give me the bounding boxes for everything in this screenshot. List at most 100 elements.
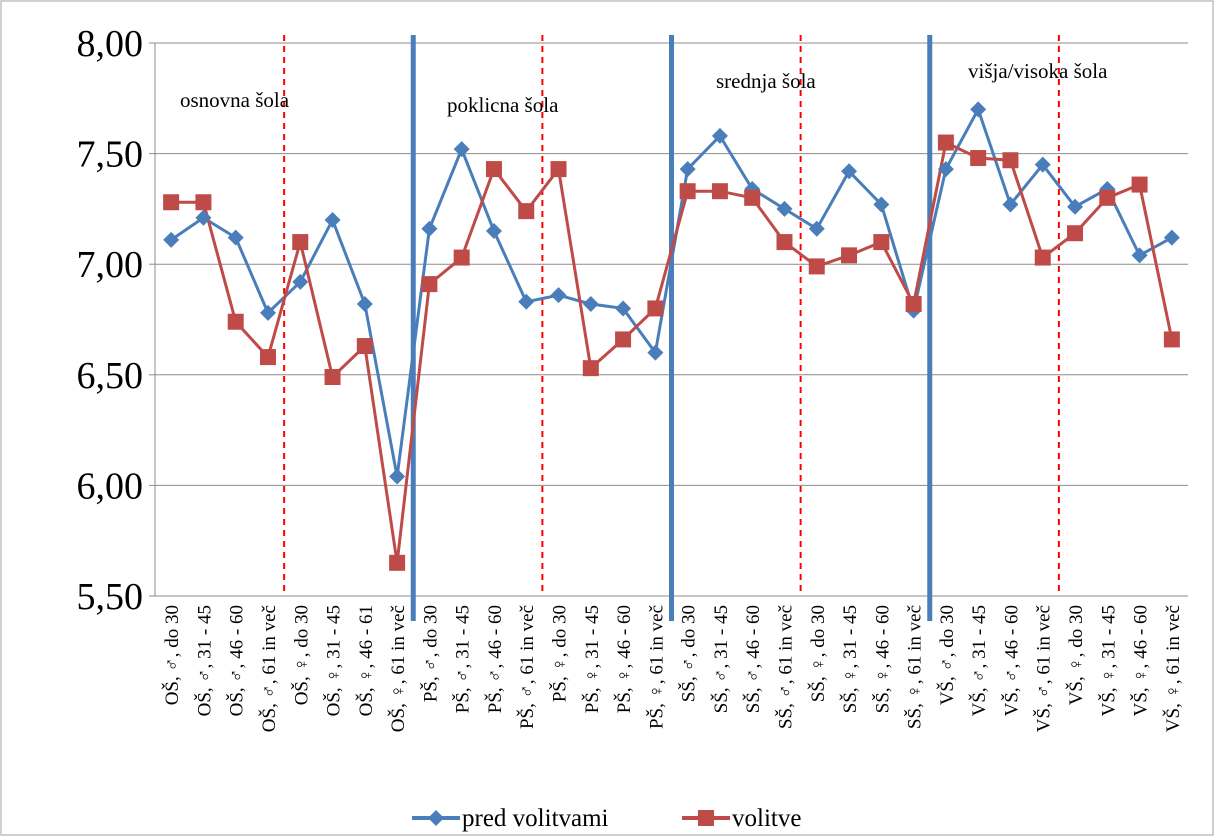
data-point — [421, 220, 438, 237]
data-point — [389, 554, 406, 571]
y-tick-label: 7,00 — [77, 244, 144, 286]
series-line — [170, 105, 1173, 477]
data-point — [679, 183, 696, 200]
data-point — [1163, 229, 1180, 246]
x-tick-label: PŠ, ♀, 61 in več — [645, 605, 667, 729]
data-point — [873, 234, 890, 251]
data-point — [518, 203, 535, 220]
data-point — [1067, 198, 1084, 215]
x-tick-label: VŠ, ♀, do 30 — [1065, 605, 1087, 705]
data-point — [873, 196, 890, 213]
x-tick-label: SŠ, ♀, 61 in več — [904, 605, 926, 729]
data-point — [163, 194, 180, 211]
y-tick-label: 5,50 — [77, 576, 144, 618]
x-tick-label: OŠ, ♀, 31 - 45 — [323, 605, 345, 716]
data-point — [356, 338, 373, 355]
data-point — [970, 101, 987, 118]
data-point — [227, 229, 244, 246]
data-point — [1002, 196, 1019, 213]
x-tick-label: VŠ, ♀, 61 in več — [1162, 605, 1184, 732]
x-tick-label: OŠ, ♀, 46 - 61 — [355, 605, 377, 716]
legend-marker — [698, 810, 714, 826]
data-point — [1002, 152, 1019, 169]
x-tick-label: SŠ, ♀, 46 - 60 — [871, 605, 893, 713]
data-point — [776, 200, 793, 217]
group-label: srednja šola — [716, 69, 816, 93]
data-point — [1067, 225, 1084, 242]
x-tick-label: PŠ, ♂, do 30 — [419, 605, 441, 702]
x-tick-label: VŠ, ♀, 31 - 45 — [1097, 605, 1119, 716]
data-point — [550, 287, 567, 304]
data-point — [1163, 331, 1180, 348]
x-tick-label: VŠ, ♂, 61 in več — [1033, 605, 1055, 732]
data-point — [195, 194, 212, 211]
data-point — [808, 220, 825, 237]
y-tick-label: 8,00 — [77, 23, 144, 65]
data-point — [292, 234, 309, 251]
x-tick-label: SŠ, ♂, 46 - 60 — [742, 605, 764, 713]
y-tick-label: 6,50 — [77, 355, 144, 397]
data-point — [259, 349, 276, 366]
data-point — [1099, 189, 1116, 206]
data-point — [356, 296, 373, 313]
data-point — [453, 141, 470, 158]
data-point — [615, 331, 632, 348]
data-point — [227, 313, 244, 330]
data-point — [485, 223, 502, 240]
y-tick-label: 7,50 — [77, 134, 144, 176]
legend-label: pred volitvami — [462, 805, 609, 832]
data-point — [937, 161, 954, 178]
data-point — [324, 369, 341, 386]
data-point — [1034, 249, 1051, 266]
data-point — [1131, 176, 1148, 193]
data-point — [808, 258, 825, 275]
data-point — [615, 300, 632, 317]
group-label: višja/visoka šola — [968, 59, 1108, 83]
x-tick-label: PŠ, ♀, do 30 — [549, 605, 571, 702]
legend-marker — [428, 810, 444, 826]
data-point — [163, 231, 180, 248]
data-point — [582, 296, 599, 313]
data-point — [421, 276, 438, 293]
data-point — [776, 234, 793, 251]
x-tick-label: PŠ, ♀, 31 - 45 — [581, 605, 603, 713]
data-point — [711, 183, 728, 200]
group-label: poklicna šola — [447, 93, 559, 117]
data-point — [550, 161, 567, 178]
x-tick-label: SŠ, ♂, 61 in več — [774, 605, 796, 729]
x-tick-label: OŠ, ♂, do 30 — [161, 605, 183, 705]
x-tick-label: SŠ, ♀, 31 - 45 — [839, 605, 861, 713]
data-point — [1034, 156, 1051, 173]
data-point — [1131, 247, 1148, 264]
x-tick-label: VŠ, ♀, 46 - 60 — [1130, 605, 1152, 716]
data-point — [292, 273, 309, 290]
data-point — [905, 296, 922, 313]
data-point — [937, 134, 954, 151]
data-point — [744, 189, 761, 206]
x-tick-label: SŠ, ♂, 31 - 45 — [710, 605, 732, 713]
data-point — [647, 300, 664, 317]
x-tick-label: OŠ, ♂, 31 - 45 — [193, 605, 215, 716]
x-tick-label: PŠ, ♂, 61 in več — [516, 605, 538, 729]
x-tick-label: SŠ, ♀, do 30 — [807, 605, 829, 702]
data-point — [841, 163, 858, 180]
data-point — [711, 127, 728, 144]
data-point — [453, 249, 470, 266]
x-tick-label: PŠ, ♀, 46 - 60 — [613, 605, 635, 713]
x-tick-label: VŠ, ♂, do 30 — [936, 605, 958, 705]
data-point — [679, 161, 696, 178]
x-tick-label: VŠ, ♂, 46 - 60 — [1000, 605, 1022, 716]
data-point — [970, 150, 987, 167]
x-tick-label: OŠ, ♀, 61 in več — [387, 605, 409, 732]
legend-label: volitve — [732, 805, 801, 832]
data-point — [389, 468, 406, 485]
data-point — [841, 247, 858, 264]
y-tick-label: 6,00 — [77, 465, 144, 507]
data-point — [518, 293, 535, 310]
data-point — [324, 211, 341, 228]
x-tick-label: OŠ, ♂, 46 - 60 — [226, 605, 248, 716]
x-tick-label: PŠ, ♂, 46 - 60 — [484, 605, 506, 713]
data-point — [647, 344, 664, 361]
